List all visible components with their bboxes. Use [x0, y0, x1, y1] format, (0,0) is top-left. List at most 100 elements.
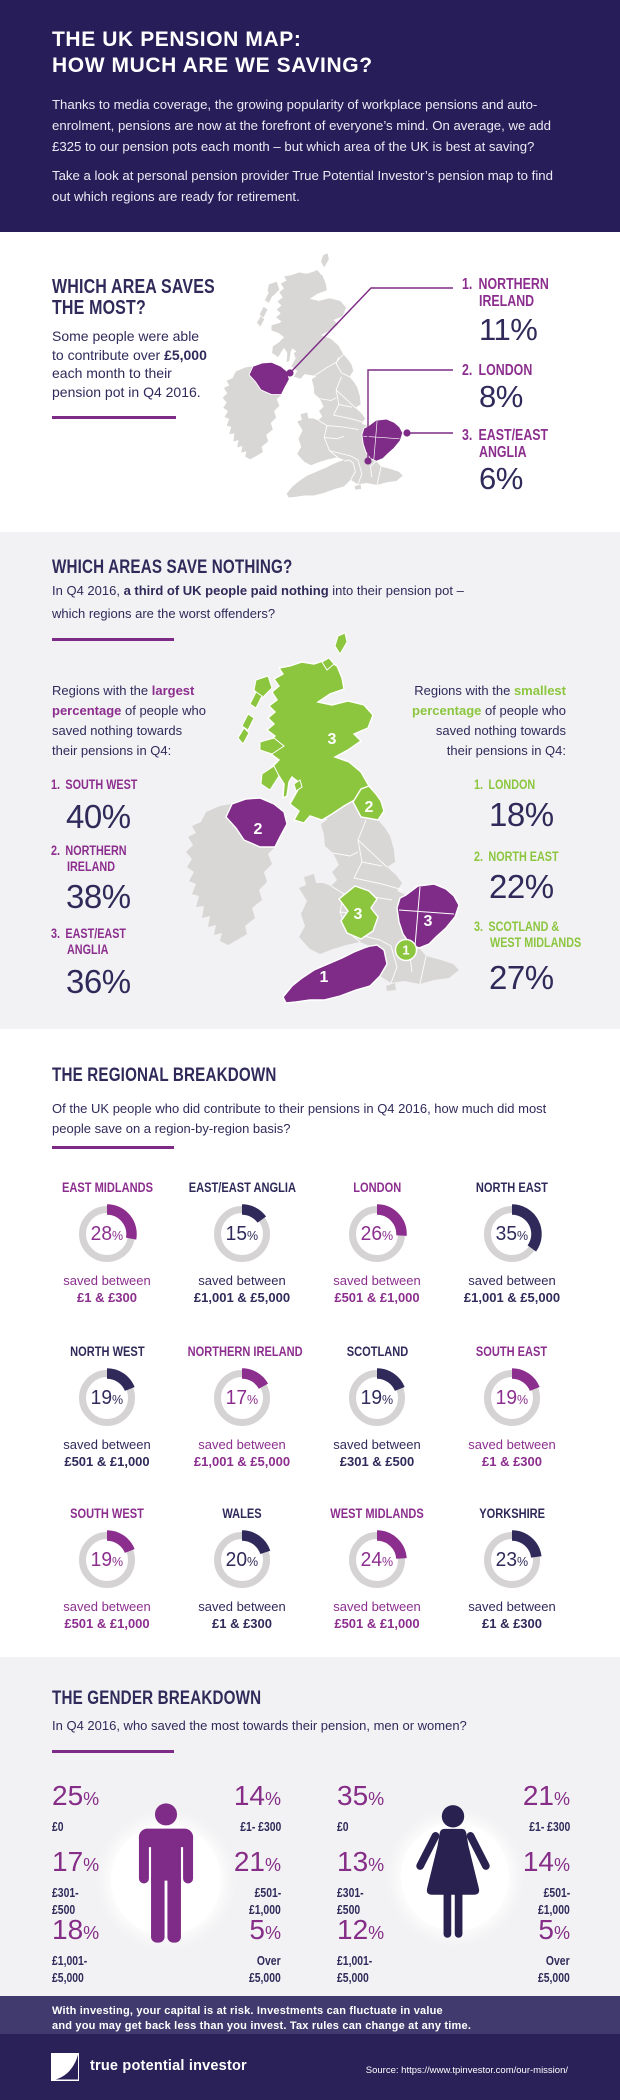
regional-cell-pct: 26%	[360, 1223, 394, 1245]
disclaimer-band	[0, 1996, 620, 2034]
gender-stat-label-line: £501-	[254, 1885, 281, 1900]
regional-cell-pct: 19%	[90, 1549, 124, 1571]
emphasis-text: £5,000	[164, 346, 207, 363]
regional-cell-label: saved between £1,001 & £5,000	[463, 1273, 561, 1305]
header-paragraph2-line2: out which regions are ready for retireme…	[52, 189, 300, 204]
regional-cell-pct: 20%	[225, 1549, 259, 1571]
regional-cell-name: LONDON	[353, 1180, 401, 1195]
male-stat-pct: 17%	[52, 1846, 100, 1877]
female-stat-label: £0	[337, 1819, 447, 1836]
saves-callout-value: 8%	[479, 379, 524, 414]
regional-cell-range: £1,001 & £5,000	[193, 1454, 291, 1469]
male-stat: 25% £0	[52, 1781, 162, 1834]
regional-cell-range: £1,001 & £5,000	[463, 1290, 561, 1305]
saves-callout-name-line: ANGLIA	[479, 443, 527, 461]
female-stat-pct: 5%	[538, 1914, 570, 1945]
female-stat-pct: 12%	[337, 1914, 385, 1945]
donut-arc	[106, 1530, 135, 1554]
map-region-east-anglia: 3	[396, 883, 460, 949]
regional-donut	[214, 1530, 271, 1588]
regional-cell-range: £301 & £500	[339, 1454, 415, 1469]
header-paragraph2-line1: Take a look at personal pension provider…	[52, 168, 553, 183]
header-title-line2: HOW MUCH ARE WE SAVING?	[52, 54, 373, 77]
uk-map	[222, 253, 404, 498]
saves-callout: 2. LONDON 8%	[462, 362, 612, 412]
donut-arc	[106, 1204, 137, 1240]
map-region-rank: 1	[402, 943, 409, 958]
regional-cell-name: SOUTH WEST	[70, 1506, 144, 1521]
regional-cell: NORTH WEST 19% saved between £501 & £1,000	[40, 1345, 174, 1470]
female-stat: 35% £0	[337, 1781, 447, 1834]
saves-rule	[52, 416, 176, 419]
regional-cell-label: saved between £501 & £1,000	[333, 1273, 421, 1305]
regional-cell-label: saved between £501 & £1,000	[63, 1599, 151, 1631]
gender-stat-label-line: £1- £300	[528, 1819, 570, 1834]
header-paragraph1-line1: Thanks to media coverage, the growing po…	[52, 97, 538, 112]
gender-stat-label-line: £5,000	[52, 1969, 84, 1985]
saves-callout: 1. NORTHERN IRELAND 11%	[462, 276, 612, 345]
regional-cell-pct: 28%	[90, 1223, 124, 1245]
region-name-line: 2. NORTHERN	[51, 843, 127, 858]
regional-donut	[349, 1204, 407, 1262]
regional-rule	[52, 1146, 174, 1149]
regional-cell: SCOTLAND 19% saved between £301 & £500	[310, 1345, 444, 1470]
regional-cell: SOUTH EAST 19% saved between £1 & £300	[445, 1345, 579, 1470]
gender-stat-label-line: £1,001-	[337, 1953, 373, 1968]
donut-arc	[511, 1368, 540, 1392]
saves-callout-name: 3. EAST/EAST ANGLIA	[462, 427, 612, 461]
donut-arc	[376, 1530, 407, 1560]
regional-cell: WEST MIDLANDS 24% saved between £501 & £1,0…	[310, 1507, 444, 1632]
gender-stat-label-line: £1- £300	[239, 1819, 281, 1834]
gender-heading-text: THE GENDER BREAKDOWN	[52, 1688, 262, 1709]
regional-cell-range: £1 & £300	[482, 1616, 542, 1631]
saves-callout-name: 2. LONDON	[462, 362, 612, 380]
regional-donut	[484, 1368, 540, 1426]
regional-cell-name: YORKSHIRE	[479, 1506, 545, 1521]
regional-cell: NORTHERN IRELAND 17% saved between £1,001 &…	[175, 1345, 309, 1470]
donut-arc	[511, 1530, 542, 1558]
regional-cell: WALES 20% saved between £1 & £300	[175, 1507, 309, 1632]
map-region-rank: 3	[354, 906, 363, 923]
nothing-list-name-green: 1. LONDON	[474, 777, 620, 793]
female-stat: 14% £501- £1,000	[460, 1847, 570, 1917]
female-stat-label: £1,001- £5,000	[337, 1953, 447, 1986]
female-stat-label: £301- £500	[337, 1885, 447, 1918]
map-region-rank: 3	[328, 731, 337, 748]
source-text: Source: https://www.tpinvestor.com/our-m…	[365, 2065, 568, 2076]
regional-cell-label: saved between £1 & £300	[198, 1599, 286, 1631]
region-name-line: 1. SOUTH WEST	[51, 777, 138, 792]
gender-stat-label-line: £5,000	[337, 1969, 369, 1985]
regional-cell-range: £501 & £1,000	[334, 1616, 420, 1631]
male-stat-label: £501- £1,000	[171, 1885, 281, 1918]
regional-cell: EAST MIDLANDS 28% saved between £1 & £300	[40, 1181, 174, 1306]
regional-cell-pct: 35%	[495, 1223, 529, 1245]
emphasis-text: percentage	[52, 703, 122, 718]
regional-cell: NORTH EAST 35% saved between £1,001 & £5,00…	[445, 1181, 579, 1306]
saves-callout: 3. EAST/EAST ANGLIA 6%	[462, 427, 612, 494]
header-title-line1: THE UK PENSION MAP:	[52, 28, 302, 51]
nothing-list-name-green: 2. NORTH EAST	[474, 849, 620, 865]
regional-cell-label: saved between £1 & £300	[468, 1599, 556, 1631]
regional-donut	[214, 1368, 270, 1426]
female-stat: 13% £301- £500	[337, 1847, 447, 1917]
regional-cell-label: saved between £301 & £500	[333, 1437, 421, 1469]
male-stat-label: £0	[52, 1819, 162, 1836]
gender-heading: THE GENDER BREAKDOWN	[52, 1688, 314, 1709]
nothing-list-value: 38%	[66, 878, 132, 915]
nothing-subtitle-line1: In Q4 2016, a third of UK people paid no…	[52, 583, 464, 598]
emphasis-text: percentage	[412, 703, 482, 718]
female-stat: 5% Over £5,000	[460, 1914, 570, 1985]
gender-stat-label-line: £500	[337, 1901, 361, 1917]
male-stat-label: £1- £300	[171, 1819, 281, 1836]
male-stat-pct: 21%	[233, 1846, 281, 1877]
callout-lines	[286, 287, 453, 465]
nothing-list-value: 18%	[489, 796, 555, 833]
regional-subtitle-line2: people save on a region-by-region basis?	[52, 1121, 291, 1136]
female-stat-label: £501- £1,000	[460, 1885, 570, 1918]
nothing-list-name-green: 3. SCOTLAND & WEST MIDLANDS	[474, 919, 620, 950]
nothing-list-item: 1. SOUTH WEST 40%	[51, 777, 201, 833]
nothing-list-value: 22%	[489, 868, 555, 905]
nothing-list-value: 36%	[66, 963, 132, 1000]
donut-arc	[511, 1204, 542, 1252]
saves-body: Some people were able to contribute over …	[52, 328, 207, 400]
